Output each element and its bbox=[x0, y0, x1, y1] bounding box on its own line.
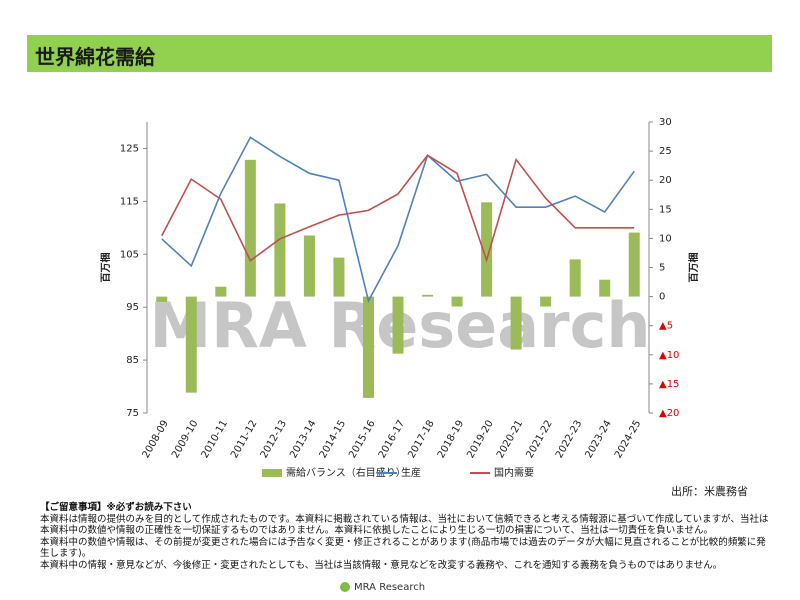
y2-axis-label: 百万梱 bbox=[687, 253, 700, 283]
x-tick-label: 2008-09 bbox=[141, 419, 171, 461]
y2-tick-label: 30 bbox=[659, 117, 672, 128]
notes: 【ご留意事項】※必ずお読み下さい 本資料は情報の提供のみを目的として作成されたも… bbox=[40, 502, 770, 571]
legend-swatch bbox=[262, 469, 282, 477]
note-line: 本資料は情報の提供のみを目的として作成されたものです。本資料に掲載されている情報… bbox=[40, 513, 769, 537]
y-tick-label: 85 bbox=[126, 355, 139, 366]
y2-tick-label: 10 bbox=[659, 233, 672, 244]
footer-logo: MRA Research bbox=[340, 582, 425, 593]
x-tick-label: 2011-12 bbox=[229, 419, 259, 461]
bar bbox=[569, 259, 581, 297]
bar bbox=[333, 257, 345, 297]
bar bbox=[481, 202, 493, 297]
bar bbox=[451, 296, 463, 307]
y2-tick-label: ▲5 bbox=[659, 321, 673, 332]
bar bbox=[362, 296, 374, 398]
note-line: 本資料中の数値や情報は、その前提が変更された場合には予告なく変更・修正されること… bbox=[40, 536, 766, 560]
y2-tick-label: 15 bbox=[659, 204, 672, 215]
x-tick-label: 2009-10 bbox=[170, 419, 200, 461]
y2-tick-label: 20 bbox=[659, 175, 672, 186]
bar bbox=[244, 159, 256, 297]
y2-tick-label: ▲10 bbox=[659, 350, 679, 361]
bar bbox=[628, 232, 640, 297]
x-tick-label: 2021-22 bbox=[524, 419, 554, 461]
notes-heading: 【ご留意事項】※必ずお読み下さい bbox=[40, 502, 192, 513]
header-bar: 世界綿花需給 bbox=[27, 35, 772, 72]
bar bbox=[540, 296, 552, 307]
y2-tick-label: 0 bbox=[659, 292, 665, 303]
line bbox=[161, 136, 635, 304]
bar bbox=[422, 294, 434, 297]
note-line: 本資料中の情報・意見などが、今後修正・変更されたとしても、当社は当該情報・意見な… bbox=[40, 559, 723, 571]
y-tick-label: 95 bbox=[126, 302, 139, 313]
x-tick-label: 2024-25 bbox=[613, 419, 643, 461]
bar bbox=[156, 296, 168, 302]
x-tick-label: 2023-24 bbox=[583, 419, 613, 461]
bar bbox=[599, 279, 611, 297]
logo-text: MRA Research bbox=[354, 582, 426, 593]
y-tick-label: 75 bbox=[126, 408, 139, 419]
y-tick-label: 105 bbox=[120, 249, 139, 260]
y2-tick-label: 25 bbox=[659, 146, 672, 157]
bar bbox=[185, 296, 197, 393]
x-tick-label: 2019-20 bbox=[465, 419, 495, 461]
line bbox=[161, 154, 635, 263]
y-tick-label: 125 bbox=[120, 143, 139, 154]
x-tick-label: 2010-11 bbox=[200, 419, 230, 461]
x-tick-label: 2016-17 bbox=[377, 419, 407, 461]
legend-label: 需給バランス（右目盛り） bbox=[286, 466, 406, 479]
x-tick-label: 2017-18 bbox=[406, 419, 436, 461]
y2-tick-label: ▲15 bbox=[659, 379, 679, 390]
source: 出所：米農務省 bbox=[671, 484, 748, 498]
bar bbox=[392, 296, 404, 354]
legend-label: 生産 bbox=[401, 466, 421, 479]
bar bbox=[215, 286, 227, 297]
x-tick-label: 2018-19 bbox=[436, 419, 466, 461]
y-axis-label: 百万梱 bbox=[99, 253, 112, 283]
x-tick-label: 2014-15 bbox=[318, 419, 348, 461]
x-tick-label: 2013-14 bbox=[288, 419, 318, 461]
y-tick-label: 115 bbox=[120, 196, 139, 207]
title: 世界綿花需給 bbox=[35, 45, 155, 69]
x-tick-label: 2012-13 bbox=[259, 419, 289, 461]
x-tick-label: 2022-23 bbox=[554, 419, 584, 461]
x-tick-label: 2015-16 bbox=[347, 419, 377, 461]
x-tick-label: 2020-21 bbox=[495, 419, 525, 461]
y2-tick-label: 5 bbox=[659, 263, 665, 274]
bar bbox=[510, 296, 522, 350]
bar bbox=[274, 203, 286, 297]
legend-label: 国内需要 bbox=[494, 466, 534, 479]
bar bbox=[303, 235, 315, 297]
y2-tick-label: ▲20 bbox=[659, 408, 679, 419]
